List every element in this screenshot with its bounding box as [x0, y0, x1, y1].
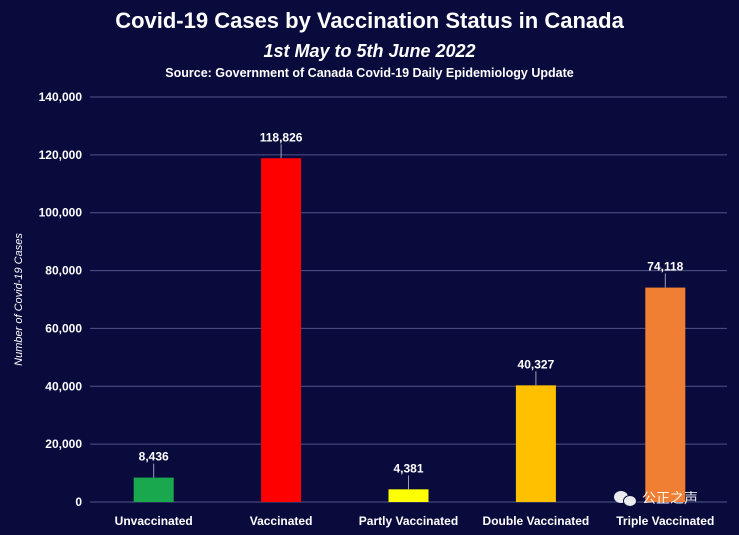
x-tick-label: Double Vaccinated: [483, 514, 590, 528]
chart-title: Covid-19 Cases by Vaccination Status in …: [115, 8, 624, 33]
y-tick-label: 40,000: [45, 379, 82, 393]
data-label: 40,327: [518, 357, 555, 371]
y-tick-label: 60,000: [45, 321, 82, 335]
watermark-text: 公正之声: [642, 491, 698, 507]
y-tick-label: 80,000: [45, 264, 82, 278]
bar-unvaccinated: [133, 477, 174, 502]
chart-subtitle: 1st May to 5th June 2022: [263, 41, 476, 61]
bar-vaccinated: [261, 158, 302, 502]
y-tick-label: 100,000: [39, 206, 83, 220]
y-axis-label: Number of Covid-19 Cases: [13, 233, 25, 366]
y-tick-label: 0: [75, 495, 82, 509]
y-tick-label: 140,000: [39, 90, 83, 104]
x-tick-label: Vaccinated: [250, 514, 313, 528]
x-tick-label: Triple Vaccinated: [616, 514, 714, 528]
x-tick-label: Partly Vaccinated: [359, 514, 458, 528]
watermark: 公正之声: [614, 488, 698, 508]
wechat-icon: [614, 489, 637, 507]
bar-partly-vaccinated: [388, 489, 429, 502]
y-tick-label: 20,000: [45, 437, 82, 451]
data-label: 8,436: [139, 450, 169, 464]
data-label: 74,118: [647, 260, 683, 274]
chart-source: Source: Government of Canada Covid-19 Da…: [165, 66, 574, 80]
bar-double-vaccinated: [515, 385, 556, 502]
data-label: 4,381: [393, 461, 423, 475]
data-label: 118,826: [260, 130, 303, 144]
y-tick-label: 120,000: [39, 148, 83, 162]
x-tick-label: Unvaccinated: [115, 514, 193, 528]
bar-triple-vaccinated: [645, 287, 686, 502]
